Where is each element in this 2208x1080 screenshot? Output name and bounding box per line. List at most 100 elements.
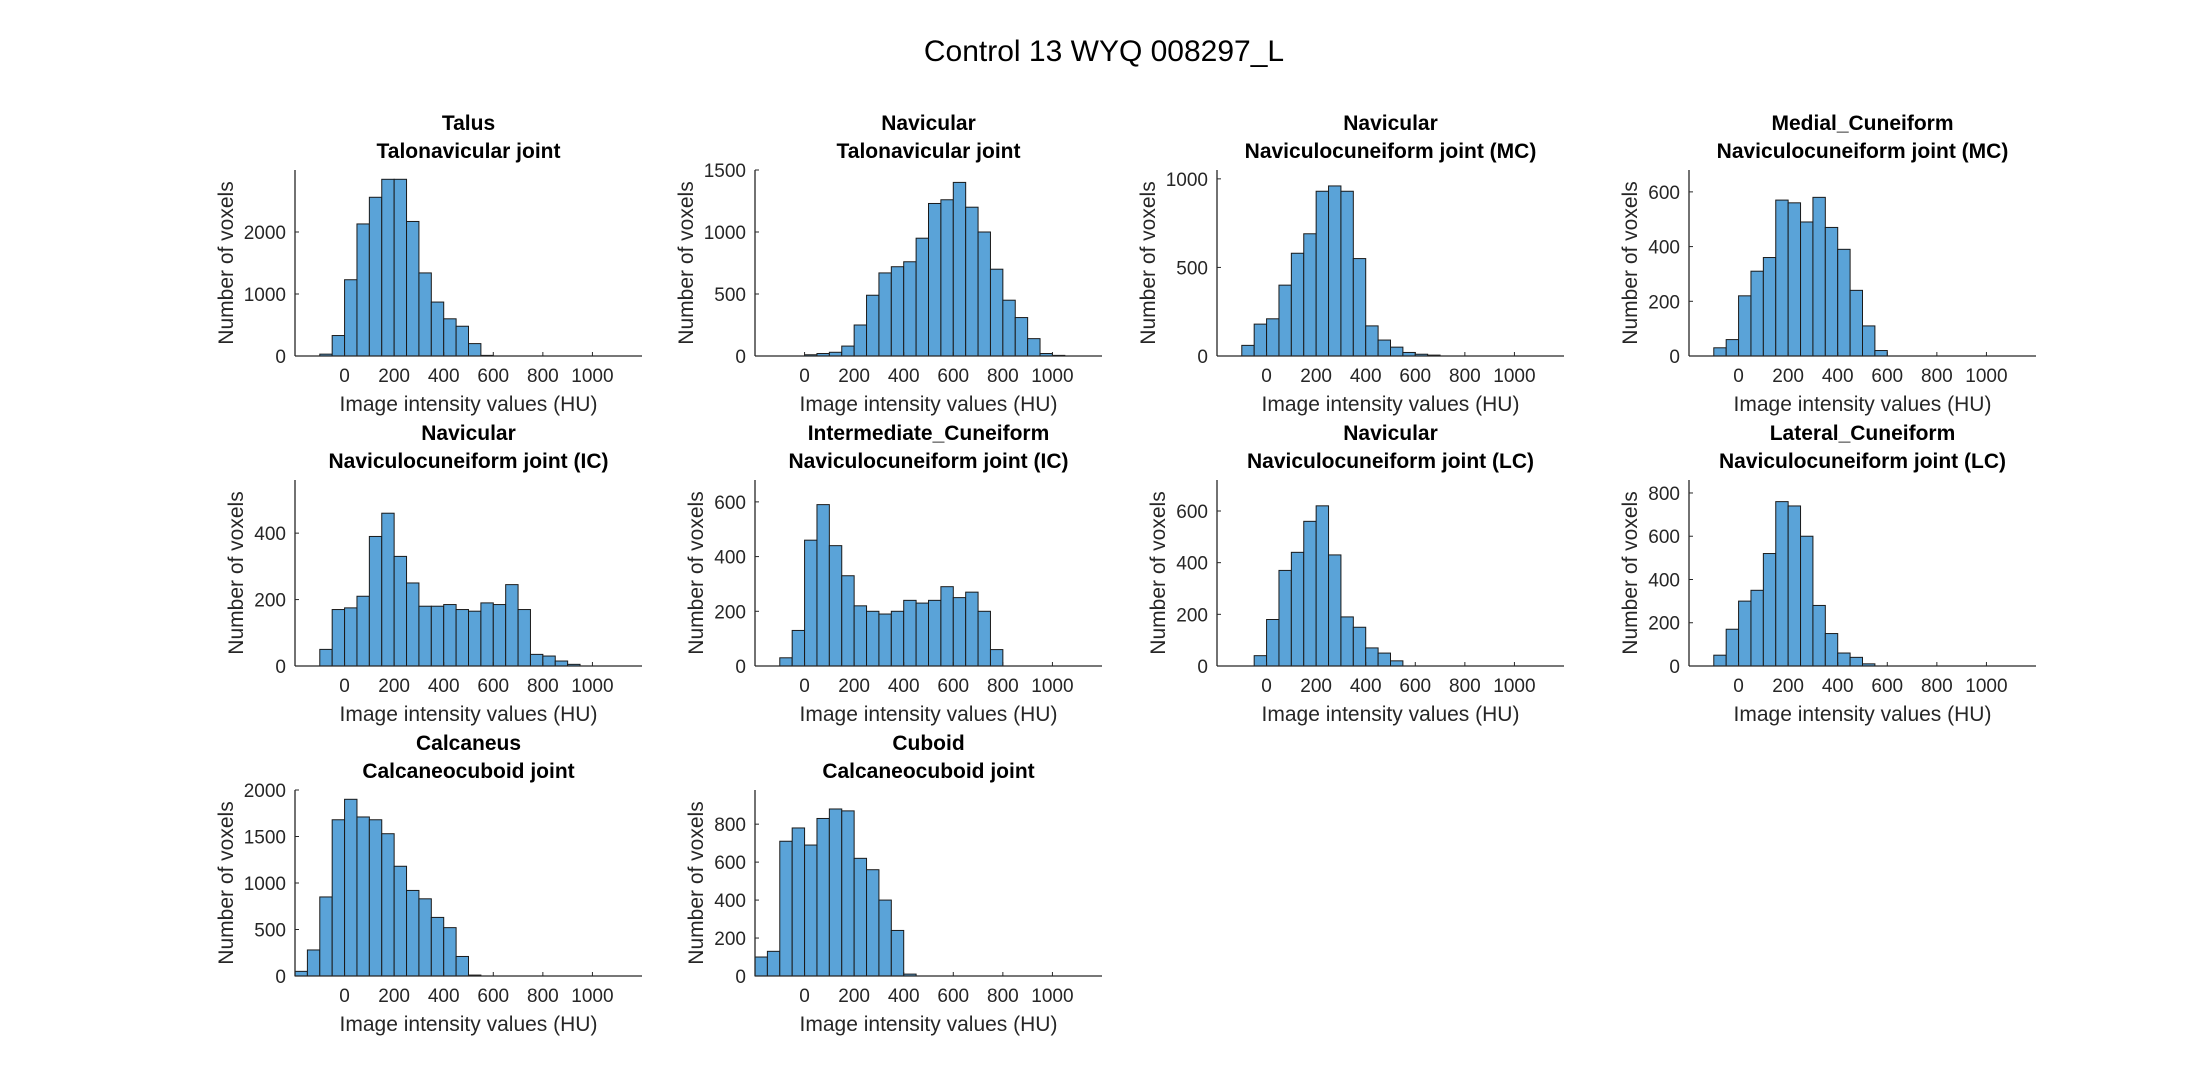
histogram-plot: 0 200 400 600 800 1000 0 200 400 600 800 Image inte…: [1619, 480, 2036, 726]
histogram-bar: [1713, 347, 1727, 357]
histogram-bar: [381, 833, 395, 977]
histogram-bar: [965, 591, 979, 667]
histogram-plot: 0 200 400 600 800 1000 0 500 1000 1500 2000 Image i…: [215, 781, 642, 1036]
x-tick-label: 200: [1300, 366, 1332, 387]
histogram-bar: [356, 223, 370, 357]
histogram-bar: [1290, 252, 1305, 357]
panel-title-joint: Naviculocuneiform joint (LC): [1718, 450, 2006, 473]
histogram-bar: [940, 586, 954, 667]
histogram-bar: [977, 610, 991, 667]
histogram-bar: [344, 607, 358, 667]
panel-title-joint: Naviculocuneiform joint (IC): [328, 450, 609, 473]
y-tick-label: 200: [1648, 614, 1680, 635]
panel-title-bone: Medial_Cuneiform: [1771, 112, 1954, 135]
x-tick-label: 0: [1261, 676, 1272, 697]
histogram-bar: [1762, 553, 1777, 667]
histogram-bar: [952, 597, 967, 667]
histogram-bar: [754, 956, 768, 977]
histogram-bar: [393, 865, 408, 977]
y-tick-label: 400: [1176, 554, 1208, 575]
histogram-bar: [319, 896, 333, 977]
plot-area: 0 200 400 600 800 1000 0 500 1000 Image intensity…: [1137, 170, 1564, 416]
x-tick-label: 0: [1733, 676, 1744, 697]
histogram-bar: [1278, 284, 1292, 357]
y-tick-label: 1500: [244, 828, 286, 849]
y-tick-label: 800: [1648, 484, 1680, 505]
y-tick-label: 1500: [704, 161, 746, 182]
panel-title-bone: Lateral_Cuneiform: [1769, 422, 1956, 445]
x-tick-label: 400: [888, 366, 920, 387]
histogram-bar: [1253, 655, 1268, 667]
histogram-bar: [331, 609, 346, 667]
x-tick-label: 200: [1772, 366, 1804, 387]
y-tick-label: 0: [1669, 657, 1680, 678]
panel-title-bone: Intermediate_Cuneiform: [807, 422, 1050, 445]
panel-title-joint: Calcaneocuboid joint: [362, 760, 575, 783]
histogram-plot: 0 200 400 600 800 1000 0 200 400 600 800 Image inte…: [685, 790, 1102, 1036]
y-tick-label: 600: [714, 853, 746, 874]
x-tick-label: 800: [1449, 676, 1481, 697]
histogram-bar: [1812, 196, 1826, 357]
histogram-bar: [1002, 299, 1016, 357]
panel-title-joint: Naviculocuneiform joint (IC): [788, 450, 1069, 473]
histogram-bar: [903, 261, 917, 357]
histogram-bar: [1014, 317, 1029, 357]
y-axis-label: Number of voxels: [685, 801, 708, 964]
panel-title-bone: Navicular: [1343, 422, 1438, 445]
histogram-bar: [381, 178, 395, 357]
x-tick-label: 1000: [1031, 986, 1073, 1007]
x-axis-label: Image intensity values (HU): [800, 393, 1058, 416]
panel-title-bone: Talus: [441, 112, 496, 135]
histogram-bar: [853, 605, 868, 667]
histogram-bar: [1328, 185, 1342, 357]
x-axis-label: Image intensity values (HU): [800, 703, 1058, 726]
histogram-bar: [890, 266, 905, 357]
histogram-bar: [1365, 325, 1379, 357]
histogram-bar: [915, 602, 930, 667]
histogram-bar: [1340, 190, 1354, 357]
histogram-bar: [1775, 199, 1789, 357]
histogram-bar: [1352, 258, 1367, 357]
histogram-bar: [866, 869, 880, 977]
histogram-bar: [816, 504, 830, 667]
y-tick-label: 0: [275, 657, 286, 678]
histogram-bar: [1315, 505, 1330, 667]
histogram-bar: [393, 178, 408, 357]
histogram-bar: [406, 889, 420, 977]
histogram-bar: [1750, 589, 1764, 667]
y-tick-label: 200: [1176, 605, 1208, 626]
x-tick-label: 800: [987, 986, 1019, 1007]
histogram-bar: [828, 545, 843, 667]
histogram-bar: [1377, 652, 1392, 667]
histogram-bar: [1750, 270, 1764, 357]
y-tick-label: 0: [735, 967, 746, 988]
histogram-bar: [816, 817, 830, 977]
x-tick-label: 1000: [1493, 676, 1535, 697]
plot-area: 0 200 400 600 800 1000 0 200 400 600 Image intensi…: [685, 480, 1102, 726]
histogram-bar: [1738, 600, 1752, 667]
panel-title-bone: Navicular: [421, 422, 516, 445]
histogram-bar: [1775, 501, 1789, 667]
x-tick-label: 400: [1350, 366, 1382, 387]
histogram-plot: 0 200 400 600 800 1000 0 200 400 Image intensity …: [225, 480, 642, 726]
panel-title-bone: Navicular: [1343, 112, 1438, 135]
histogram-bar: [989, 268, 1004, 357]
histogram-bar: [344, 279, 358, 357]
x-tick-label: 200: [838, 986, 870, 1007]
y-tick-label: 200: [1648, 292, 1680, 313]
histogram-bar: [418, 605, 432, 667]
x-tick-label: 0: [1733, 366, 1744, 387]
histogram-panel: Talus Talonavicular joint 0 200 400 600 800 100…: [185, 110, 652, 436]
x-tick-label: 400: [428, 366, 460, 387]
histogram-bar: [890, 610, 905, 667]
y-tick-label: 600: [714, 493, 746, 514]
y-tick-label: 200: [714, 929, 746, 950]
y-tick-label: 0: [735, 347, 746, 368]
y-tick-label: 0: [275, 967, 286, 988]
histogram-bar: [928, 599, 942, 667]
x-tick-label: 200: [838, 366, 870, 387]
histogram-bar: [430, 301, 445, 357]
histogram-plot: 0 200 400 600 800 1000 0 200 400 600 Image intensi…: [1619, 170, 2036, 416]
x-tick-label: 600: [1871, 366, 1903, 387]
x-tick-label: 0: [799, 366, 810, 387]
